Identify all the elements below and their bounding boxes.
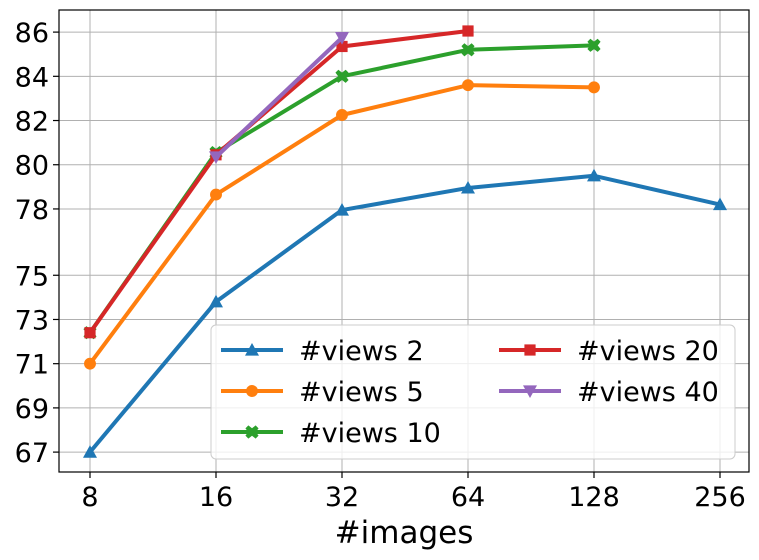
- x-tick-labels: 8 16 32 64 128 256: [81, 472, 746, 513]
- y-tick-label: 71: [15, 350, 49, 381]
- data-point: [462, 79, 474, 92]
- y-tick-label: 67: [15, 438, 49, 469]
- data-point: [461, 180, 475, 194]
- series-layer: [83, 25, 727, 458]
- data-point: [713, 197, 727, 211]
- data-point: [209, 294, 223, 308]
- data-point: [210, 188, 222, 201]
- data-point: [461, 43, 475, 57]
- y-tick-label: 69: [15, 394, 49, 425]
- x-tick-label: 16: [199, 482, 233, 513]
- legend-marker: [245, 425, 259, 439]
- legend-item: #views 20: [499, 336, 719, 367]
- legend: #views 2 #views 5 #views 10 #views 20 #views…: [210, 324, 736, 460]
- legend-marker: [246, 385, 258, 397]
- plot-frame: [58, 9, 750, 473]
- grid-lines: [59, 10, 749, 472]
- x-axis-label: #images: [335, 515, 474, 551]
- data-point: [462, 25, 474, 37]
- data-point: [336, 40, 348, 53]
- legend-item: #views 5: [221, 377, 424, 408]
- data-point: [84, 327, 96, 339]
- data-point: [335, 203, 349, 216]
- data-point: [83, 445, 97, 458]
- legend-label: #views 10: [299, 418, 441, 449]
- legend-marker: [523, 385, 537, 398]
- data-point: [587, 38, 601, 52]
- y-tick-label: 80: [15, 151, 49, 182]
- y-tick-label: 82: [15, 107, 49, 138]
- data-point: [84, 357, 96, 370]
- legend-label: #views 2: [299, 336, 424, 367]
- legend-label: #views 5: [299, 377, 424, 408]
- x-tick-label: 256: [694, 482, 746, 513]
- data-point: [587, 168, 601, 182]
- data-point: [335, 32, 349, 45]
- series-2: [84, 79, 600, 370]
- y-tick-label: 86: [15, 18, 49, 49]
- series-line: [88, 29, 469, 334]
- data-point: [209, 151, 223, 164]
- x-tick-label: 32: [325, 482, 359, 513]
- x-tick-label: 128: [568, 482, 620, 513]
- series-5: [209, 32, 349, 164]
- series-line: [214, 36, 344, 159]
- x-tick-label: 64: [451, 482, 485, 513]
- series-line: [88, 173, 721, 454]
- legend-marker: [524, 344, 536, 356]
- data-point: [588, 81, 600, 94]
- legend-item: #views 10: [221, 418, 441, 449]
- legend-item: #views 40: [499, 377, 719, 408]
- y-tick-label: 84: [15, 62, 49, 93]
- legend-item: #views 2: [221, 336, 424, 367]
- data-point: [336, 109, 348, 121]
- series-1: [83, 168, 727, 458]
- legend-marker: [245, 343, 259, 356]
- y-tick-label: 78: [15, 195, 49, 226]
- y-tick-label: 73: [15, 305, 49, 336]
- legend-label: #views 20: [577, 336, 719, 367]
- data-point: [335, 69, 349, 83]
- y-tick-labels: 67 69 71 73 75 78 80 82 84 86: [15, 18, 59, 469]
- y-tick-label: 75: [15, 261, 49, 292]
- legend-label: #views 40: [577, 377, 719, 408]
- legend-box: [210, 324, 736, 460]
- x-tick-label: 8: [81, 482, 98, 513]
